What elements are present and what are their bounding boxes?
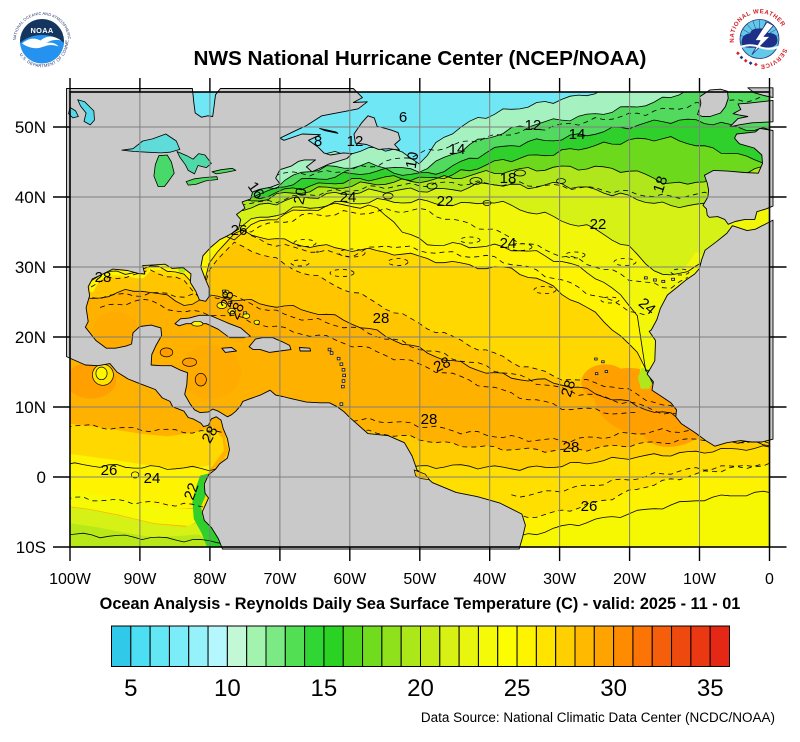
svg-text:40N: 40N <box>15 188 46 207</box>
svg-text:35: 35 <box>697 675 724 702</box>
svg-text:22: 22 <box>590 216 607 233</box>
svg-text:28: 28 <box>95 269 112 286</box>
svg-text:50W: 50W <box>403 571 437 588</box>
svg-text:28: 28 <box>373 310 390 327</box>
svg-text:26: 26 <box>101 462 118 479</box>
svg-text:28: 28 <box>226 300 248 322</box>
svg-text:28: 28 <box>563 439 580 456</box>
svg-text:12: 12 <box>347 133 364 150</box>
svg-text:10S: 10S <box>16 538 46 557</box>
svg-text:14: 14 <box>569 126 586 143</box>
svg-text:0: 0 <box>765 571 774 588</box>
svg-text:70W: 70W <box>263 571 297 588</box>
svg-text:Data Source: National Climatic: Data Source: National Climatic Data Cent… <box>421 710 775 725</box>
svg-text:10N: 10N <box>15 398 46 417</box>
svg-text:20N: 20N <box>15 328 46 347</box>
svg-text:22: 22 <box>181 481 203 502</box>
svg-text:22: 22 <box>437 193 454 210</box>
svg-text:25: 25 <box>504 675 531 702</box>
svg-text:5: 5 <box>124 675 137 702</box>
svg-text:14: 14 <box>449 141 466 158</box>
svg-text:20W: 20W <box>613 571 647 588</box>
svg-text:Ocean Analysis - Reynolds Dail: Ocean Analysis - Reynolds Daily Sea Surf… <box>100 595 741 613</box>
svg-text:12: 12 <box>525 117 542 134</box>
svg-text:6: 6 <box>399 109 407 126</box>
svg-text:24: 24 <box>340 189 357 206</box>
svg-text:10: 10 <box>403 151 423 170</box>
svg-text:50N: 50N <box>15 118 46 137</box>
svg-text:30W: 30W <box>543 571 577 588</box>
svg-text:90W: 90W <box>123 571 157 588</box>
svg-text:30N: 30N <box>15 258 46 277</box>
svg-text:20: 20 <box>407 675 434 702</box>
svg-text:26: 26 <box>231 222 248 239</box>
svg-text:16: 16 <box>244 179 267 202</box>
svg-text:NWS National Hurricane Center: NWS National Hurricane Center (NCEP/NOAA… <box>194 47 647 70</box>
svg-text:28: 28 <box>218 290 238 309</box>
svg-text:40W: 40W <box>473 571 507 588</box>
svg-text:28: 28 <box>431 354 453 376</box>
svg-text:20: 20 <box>291 186 311 206</box>
svg-text:28: 28 <box>199 423 222 446</box>
svg-text:60W: 60W <box>333 571 367 588</box>
svg-text:28: 28 <box>558 378 579 399</box>
svg-text:80W: 80W <box>193 571 227 588</box>
svg-text:15: 15 <box>311 675 338 702</box>
svg-text:24: 24 <box>144 470 161 487</box>
svg-text:0: 0 <box>37 468 46 487</box>
svg-text:30: 30 <box>600 675 627 702</box>
svg-text:10W: 10W <box>683 571 717 588</box>
svg-text:18: 18 <box>500 170 517 187</box>
svg-text:8: 8 <box>314 133 322 150</box>
svg-text:18: 18 <box>650 174 671 195</box>
svg-text:26: 26 <box>581 498 598 515</box>
svg-text:NOAA: NOAA <box>31 26 54 35</box>
svg-text:100W: 100W <box>49 571 92 588</box>
svg-text:28: 28 <box>421 411 438 428</box>
svg-text:10: 10 <box>214 675 241 702</box>
svg-text:24: 24 <box>500 235 517 252</box>
